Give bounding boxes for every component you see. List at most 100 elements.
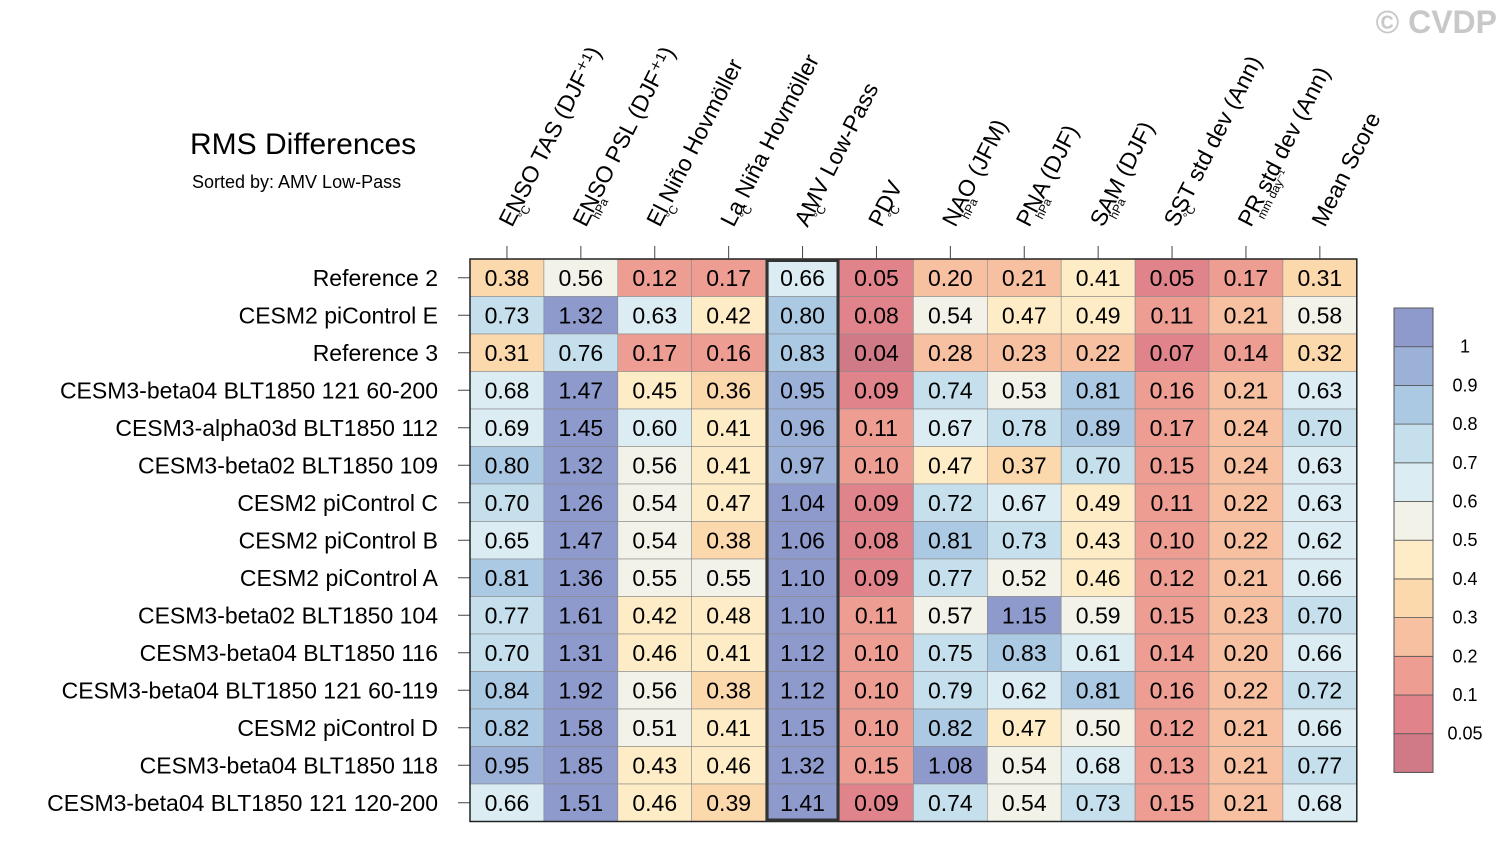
heatmap-cell	[543, 371, 619, 410]
cell-value: 0.47	[928, 452, 973, 478]
heatmap-cell	[691, 296, 766, 335]
heatmap-cell	[1134, 708, 1210, 747]
colorbar-tick-label: 0.5	[1452, 530, 1477, 550]
heatmap-cell	[469, 558, 545, 597]
cell-value: 0.57	[928, 602, 973, 628]
heatmap-cell	[986, 708, 1062, 747]
heatmap-cell	[1134, 483, 1210, 522]
cell-value: 0.45	[632, 377, 677, 403]
cell-value: 0.47	[706, 490, 751, 516]
cell-value: 0.12	[1150, 565, 1195, 591]
heatmap-cell	[617, 296, 692, 335]
colorbar-tick-label: 0.7	[1452, 453, 1477, 473]
cell-value: 0.67	[928, 415, 973, 441]
heatmap-cell	[543, 783, 619, 822]
cell-value: 0.63	[1297, 452, 1342, 478]
cell-value: 0.54	[632, 527, 677, 553]
heatmap-cell	[986, 296, 1062, 335]
cell-value: 0.09	[854, 377, 899, 403]
cell-value: 0.14	[1150, 640, 1195, 666]
heatmap-cell	[986, 671, 1062, 710]
colorbar-segment	[1393, 307, 1434, 348]
cell-value: 0.21	[1002, 265, 1047, 291]
cell-value: 0.74	[928, 790, 973, 816]
row-label: CESM3-beta04 BLT1850 121 120-200	[47, 790, 438, 816]
heatmap-cell	[839, 296, 914, 335]
heatmap-cell	[1134, 371, 1210, 410]
heatmap-cell	[469, 708, 545, 747]
cell-value: 0.21	[1224, 302, 1269, 328]
heatmap-cell	[1060, 558, 1136, 597]
cell-value: 0.89	[1076, 415, 1121, 441]
row-label: CESM3-beta02 BLT1850 104	[138, 602, 438, 628]
heatmap-cell	[839, 671, 914, 710]
cell-value: 0.20	[928, 265, 973, 291]
cell-value: 0.73	[485, 302, 530, 328]
cell-value: 0.42	[706, 302, 751, 328]
chart-title: RMS Differences	[190, 128, 417, 161]
cell-value: 0.46	[632, 790, 677, 816]
colorbar-tick-label: 0.3	[1452, 608, 1477, 628]
cell-value: 0.10	[854, 640, 899, 666]
cell-value: 0.41	[1076, 265, 1121, 291]
cell-value: 0.68	[1297, 790, 1342, 816]
cell-value: 0.16	[1150, 677, 1195, 703]
cell-value: 1.61	[558, 602, 603, 628]
heatmap-cell	[691, 446, 766, 485]
cell-value: 0.49	[1076, 302, 1121, 328]
colorbar-tick-label: 0.8	[1452, 414, 1477, 434]
cell-value: 0.53	[1002, 377, 1047, 403]
cell-value: 0.76	[558, 340, 603, 366]
cell-value: 1.04	[780, 490, 825, 516]
heatmap-cell	[469, 746, 545, 785]
cell-value: 0.11	[1151, 490, 1194, 516]
heatmap-cell	[839, 558, 914, 597]
cell-value: 0.73	[1002, 527, 1047, 553]
heatmap-cell	[839, 633, 914, 672]
heatmap-cell	[1282, 483, 1358, 522]
heatmap-cell	[543, 446, 619, 485]
heatmap-cell	[617, 333, 692, 372]
row-label: CESM2 piControl A	[240, 565, 439, 591]
cell-value: 0.56	[632, 452, 677, 478]
heatmap-cell	[1282, 746, 1358, 785]
cell-value: 0.70	[1297, 415, 1342, 441]
heatmap-cell	[543, 333, 619, 372]
cell-value: 0.13	[1150, 752, 1195, 778]
heatmap-cell	[1060, 483, 1136, 522]
heatmap-cell	[913, 596, 988, 635]
heatmap-cell	[839, 596, 914, 635]
heatmap-cell	[986, 558, 1062, 597]
cell-value: 0.70	[1297, 602, 1342, 628]
cell-value: 1.06	[780, 527, 825, 553]
cell-value: 0.10	[854, 715, 899, 741]
column-unit: °C	[515, 203, 534, 222]
cell-value: 0.95	[780, 377, 825, 403]
heatmap-cell	[617, 558, 692, 597]
cell-value: 0.15	[1150, 602, 1195, 628]
cell-value: 1.31	[558, 640, 603, 666]
heatmap-cell	[1134, 408, 1210, 447]
heatmap-cell	[1060, 671, 1136, 710]
cell-value: 0.15	[1150, 452, 1195, 478]
cell-value: 0.38	[485, 265, 530, 291]
heatmap-cell	[913, 521, 988, 560]
heatmap-cell	[1134, 746, 1210, 785]
heatmap-cell	[986, 408, 1062, 447]
heatmap-cell	[1282, 708, 1358, 747]
heatmap-cell	[1134, 558, 1210, 597]
cell-value: 0.81	[928, 527, 973, 553]
cell-value: 0.95	[485, 752, 530, 778]
heatmap-cell	[913, 371, 988, 410]
cell-value: 0.63	[1297, 377, 1342, 403]
cell-value: 0.62	[1002, 677, 1047, 703]
cell-value: 1.47	[558, 527, 603, 553]
cell-value: 0.66	[1297, 715, 1342, 741]
cell-value: 1.58	[558, 715, 603, 741]
heatmap-cell	[913, 333, 988, 372]
heatmap-cell	[543, 558, 619, 597]
heatmap-cell	[1134, 446, 1210, 485]
heatmap-cell	[691, 333, 766, 372]
cell-value: 0.56	[558, 265, 603, 291]
heatmap-cell	[543, 708, 619, 747]
